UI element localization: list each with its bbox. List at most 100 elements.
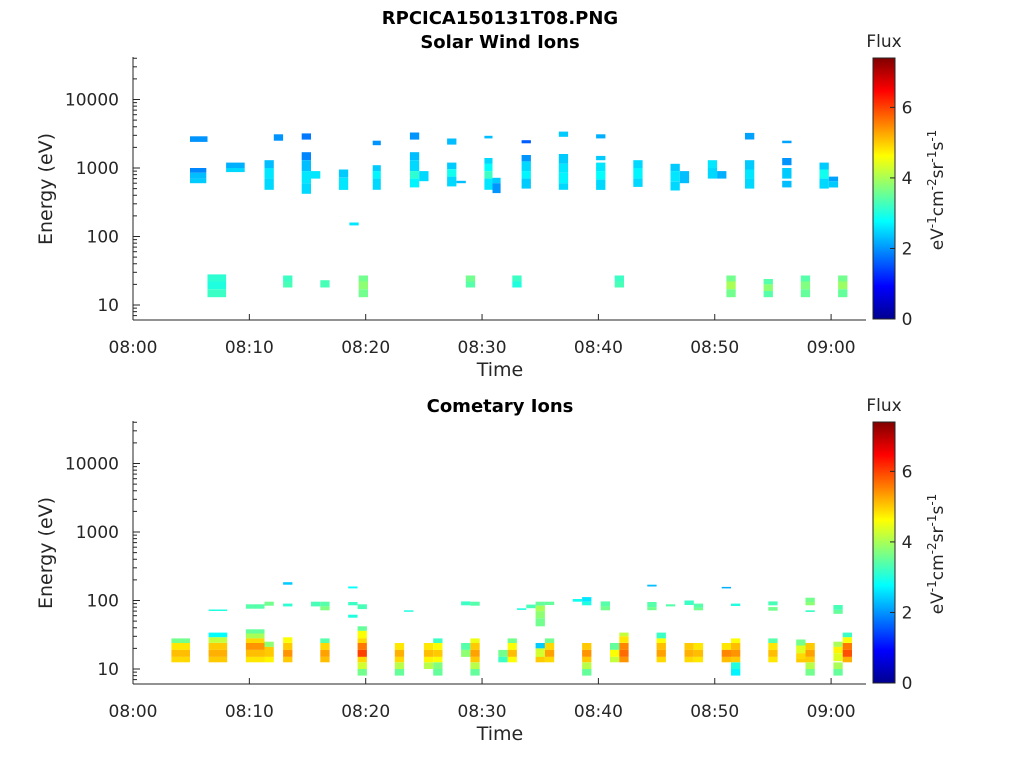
flux-cell xyxy=(470,638,480,643)
flux-cell xyxy=(693,643,704,650)
flux-cell xyxy=(558,172,569,184)
flux-cell xyxy=(447,169,457,177)
flux-cell xyxy=(320,638,330,643)
flux-cell xyxy=(357,626,367,631)
flux-cell xyxy=(512,281,522,288)
flux-cell xyxy=(372,178,381,190)
flux-cell xyxy=(507,649,517,657)
flux-cell xyxy=(320,643,330,650)
flux-cell xyxy=(320,606,330,611)
x-tick-label: 08:00 xyxy=(109,702,158,722)
flux-cell xyxy=(796,659,806,663)
flux-cell xyxy=(558,183,569,190)
solar-wind-colorbar-units: eV-1cm-2sr-1s-1 xyxy=(925,130,948,251)
flux-cell xyxy=(763,279,773,285)
flux-cell xyxy=(283,603,293,607)
flux-cell xyxy=(484,163,493,172)
flux-cell xyxy=(596,134,606,139)
flux-cell xyxy=(372,165,381,172)
flux-cell xyxy=(805,662,815,669)
flux-cell xyxy=(535,601,545,606)
flux-cell xyxy=(208,649,228,657)
flux-cell xyxy=(447,176,457,187)
flux-cell xyxy=(544,643,555,650)
colorbar-tick-label: 2 xyxy=(902,239,913,259)
flux-cell xyxy=(731,649,741,657)
flux-cell xyxy=(208,609,228,611)
flux-cell xyxy=(301,133,311,140)
flux-cell xyxy=(264,646,274,657)
flux-cell xyxy=(693,649,704,657)
flux-cell xyxy=(768,643,778,650)
flux-cell xyxy=(768,649,778,657)
flux-cell xyxy=(842,649,852,657)
solar-wind-axes: 08:00 08:10 08:20 08:30 08:40 08:50 09:00 10 100… xyxy=(65,57,866,358)
flux-cell xyxy=(226,168,245,173)
flux-cell xyxy=(614,281,624,288)
x-tick-label: 08:00 xyxy=(109,338,158,358)
flux-cell xyxy=(610,649,620,657)
flux-cell xyxy=(433,643,443,650)
flux-cell xyxy=(656,656,666,663)
flux-cell xyxy=(596,162,606,172)
flux-cell xyxy=(394,669,405,676)
cometary-panel: Cometary Ions 08:00 08:10 08:20 08:30 08:40 0… xyxy=(35,396,948,745)
flux-cell xyxy=(245,656,265,663)
flux-cell xyxy=(394,649,405,657)
flux-cell xyxy=(842,632,852,638)
flux-cell xyxy=(693,603,704,608)
flux-cell xyxy=(582,601,592,606)
flux-cell xyxy=(409,160,420,172)
flux-cell xyxy=(394,656,405,663)
flux-cell xyxy=(461,643,471,650)
flux-cell xyxy=(498,656,508,663)
flux-cell xyxy=(745,178,755,189)
flux-cell xyxy=(544,638,555,643)
flux-cell xyxy=(512,275,522,282)
cometary-heatmap xyxy=(171,582,852,676)
flux-cell xyxy=(721,649,731,657)
flux-cell xyxy=(461,601,471,606)
flux-cell xyxy=(833,662,843,669)
flux-cell xyxy=(357,662,367,669)
flux-cell xyxy=(245,638,265,643)
flux-cell xyxy=(301,152,311,161)
flux-cell xyxy=(409,152,420,161)
flux-cell xyxy=(273,134,284,141)
flux-cell xyxy=(619,649,629,657)
flux-cell xyxy=(838,289,848,298)
flux-cell xyxy=(283,582,293,585)
flux-cell xyxy=(731,603,741,606)
flux-cell xyxy=(782,180,792,188)
solar-wind-colorbar-ticks: 0 2 4 6 xyxy=(890,98,912,330)
flux-cell xyxy=(521,171,531,179)
flux-cell xyxy=(535,648,545,657)
flux-cell xyxy=(372,171,381,179)
flux-cell xyxy=(461,649,471,657)
flux-cell xyxy=(348,586,358,589)
flux-cell xyxy=(171,643,190,650)
flux-cell xyxy=(320,649,330,657)
flux-cell xyxy=(521,140,531,144)
flux-cell xyxy=(484,178,493,190)
solar-wind-heatmap xyxy=(190,131,848,298)
flux-cell xyxy=(190,136,208,142)
flux-cell xyxy=(800,289,811,298)
flux-cell xyxy=(245,604,265,609)
flux-cell xyxy=(447,138,457,145)
flux-cell xyxy=(805,649,815,657)
flux-cell xyxy=(596,171,606,180)
colorbar-tick-label: 4 xyxy=(902,533,913,553)
flux-cell xyxy=(805,602,815,606)
flux-cell xyxy=(619,656,629,663)
colorbar-tick-label: 2 xyxy=(902,603,913,623)
flux-cell xyxy=(535,605,545,612)
flux-cell xyxy=(833,609,843,614)
flux-cell xyxy=(656,632,666,639)
flux-cell xyxy=(245,633,265,639)
flux-cell xyxy=(171,649,190,657)
flux-cell xyxy=(264,178,274,190)
flux-cell xyxy=(208,632,228,638)
flux-cell xyxy=(596,179,606,190)
flux-cell xyxy=(684,600,694,605)
